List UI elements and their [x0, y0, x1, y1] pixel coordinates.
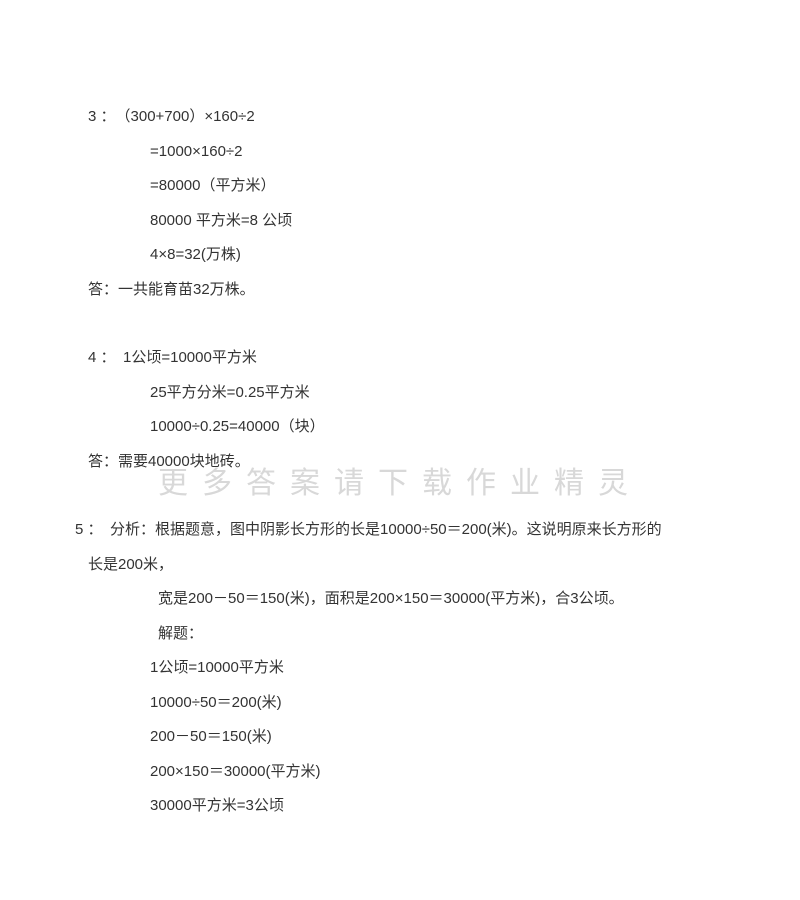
q5-line1: 1公顷=10000平方米 — [60, 651, 740, 686]
q3-label: 3 ： （300+700）×160÷2 — [60, 100, 740, 135]
q3-line3: 80000 平方米=8 公顷 — [60, 204, 740, 239]
q5-line2: 10000÷50＝200(米) — [60, 686, 740, 721]
q3-line2: =80000（平方米） — [60, 169, 740, 204]
q5-analysis-2: 宽是200－50＝150(米)，面积是200×150＝30000(平方米)，合3… — [60, 582, 740, 617]
q4-line2: 10000÷0.25=40000（块） — [60, 410, 740, 445]
document-body: 3 ： （300+700）×160÷2 =1000×160÷2 =80000（平… — [0, 0, 800, 864]
q5-analysis-1-cont: 长是200米， — [60, 548, 740, 583]
q5-line5: 30000平方米=3公顷 — [60, 789, 740, 824]
q4-label: 4 ： 1公顷=10000平方米 — [60, 341, 740, 376]
q3-line4: 4×8=32(万株) — [60, 238, 740, 273]
q5-line4: 200×150＝30000(平方米) — [60, 755, 740, 790]
q4-line1: 25平方分米=0.25平方米 — [60, 376, 740, 411]
q5-line3: 200－50＝150(米) — [60, 720, 740, 755]
spacer — [60, 479, 740, 513]
q5-solution-label: 解题： — [60, 617, 740, 652]
spacer — [60, 307, 740, 341]
q3-line1: =1000×160÷2 — [60, 135, 740, 170]
q4-answer: 答：需要40000块地砖。 — [60, 445, 740, 480]
q3-answer: 答：一共能育苗32万株。 — [60, 273, 740, 308]
q5-analysis-1: 5 ： 分析：根据题意，图中阴影长方形的长是10000÷50＝200(米)。这说… — [60, 513, 740, 548]
